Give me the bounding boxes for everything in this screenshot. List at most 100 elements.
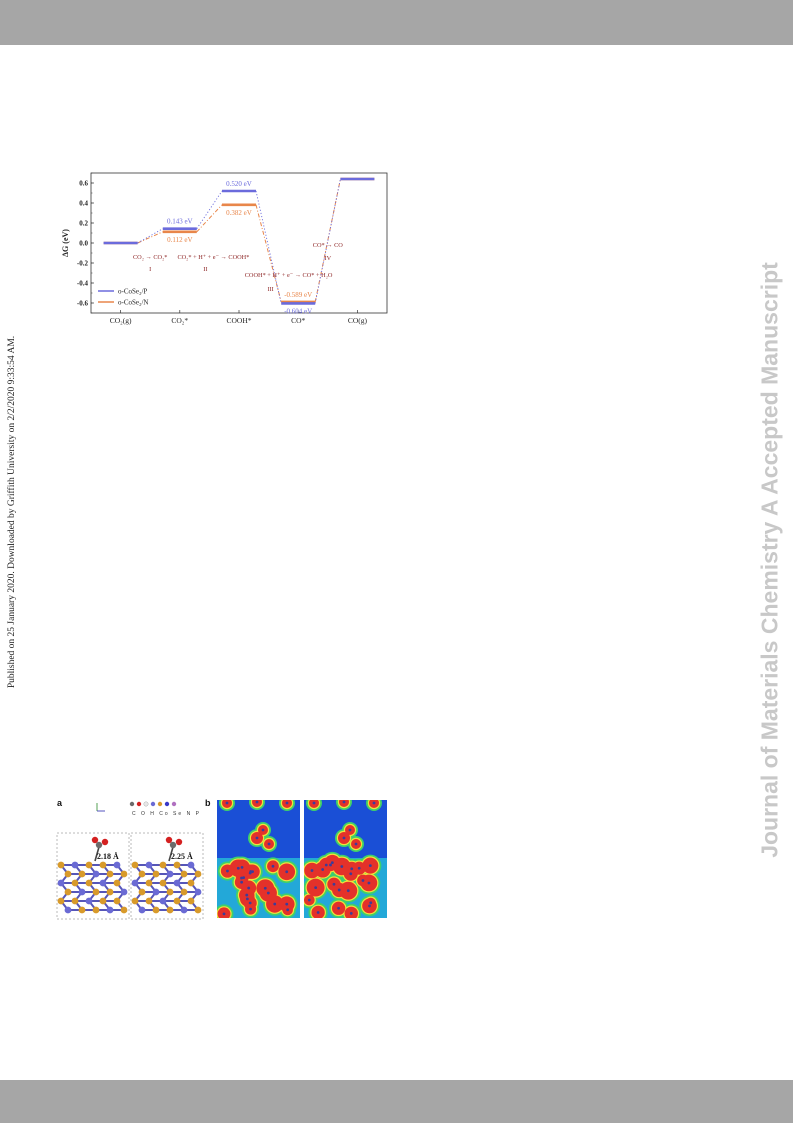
- chart-ticks: 0.6 0.4 0.2 0.0 -0.2 -0.4 -0.6 ΔG (eV) CO₂(g) CO₂…: [61, 172, 368, 325]
- x-tick-label: CO₂*: [171, 316, 188, 325]
- x-tick-label: COOH*: [226, 316, 251, 325]
- atom-center: [312, 801, 316, 805]
- panel-a-letter: a: [57, 798, 63, 808]
- bond-length-right: 2.25 Å: [171, 852, 193, 861]
- atom: [92, 870, 100, 878]
- atom-center: [226, 869, 229, 873]
- atom: [187, 879, 195, 887]
- series-connector: [314, 178, 341, 304]
- legend-label: o-CoSe₂/P: [118, 288, 147, 296]
- atom-center: [368, 864, 372, 868]
- atom: [173, 897, 181, 905]
- atom: [106, 888, 114, 896]
- atom: [159, 879, 167, 887]
- published-note: Published on 25 January 2020. Downloaded…: [7, 335, 17, 689]
- atom: [187, 897, 195, 905]
- atom-center: [261, 828, 265, 832]
- y-tick-label: 0.2: [79, 220, 88, 228]
- step-1-number: I: [149, 266, 151, 273]
- chart-labels: 0.143 eV 0.112 eV 0.520 eV 0.382 eV -0.589 e…: [133, 180, 343, 315]
- density-peak: [339, 800, 349, 807]
- atom: [194, 870, 202, 878]
- atom: [131, 879, 139, 887]
- footer-band: [0, 1080, 793, 1123]
- y-tick-label: -0.2: [77, 260, 89, 268]
- slab-structure-right: [130, 832, 204, 920]
- atom: [131, 897, 139, 905]
- atom-center: [367, 881, 371, 885]
- legend-label: o-CoSe₂/N: [118, 299, 148, 307]
- atom-center: [348, 828, 352, 832]
- atomic-structures: [56, 801, 204, 920]
- atom-center: [285, 801, 289, 805]
- atom: [166, 906, 174, 914]
- atom-center: [271, 864, 275, 868]
- bond-length-left: 2.18 Å: [97, 852, 119, 861]
- atom-center: [285, 902, 289, 906]
- atom: [113, 897, 121, 905]
- free-energy-chart: 0.6 0.4 0.2 0.0 -0.2 -0.4 -0.6 ΔG (eV) CO₂(g) CO₂…: [61, 172, 388, 325]
- atom: [78, 870, 86, 878]
- atom-center: [349, 912, 353, 915]
- atom-center: [369, 901, 373, 905]
- atom-center: [316, 911, 320, 914]
- atom-center: [368, 904, 371, 908]
- atom: [159, 897, 167, 905]
- atom-center: [286, 908, 290, 912]
- x-tick-label: CO₂(g): [110, 316, 132, 325]
- charge-density-map-right: [304, 800, 387, 918]
- charge-density-map-left: [217, 800, 300, 918]
- atom-center: [273, 902, 277, 906]
- atom-center: [245, 897, 249, 901]
- atom: [92, 888, 100, 896]
- series-connector: [196, 190, 223, 229]
- oxygen-atom: [165, 836, 173, 844]
- atom: [166, 870, 174, 878]
- chart-connectors: [137, 178, 341, 304]
- atom-center: [329, 863, 332, 867]
- value-label-p-co: -0.604 eV: [284, 307, 312, 315]
- atom-center: [255, 800, 259, 804]
- adsorbate-bond: [168, 846, 174, 862]
- carbon-atom: [169, 841, 177, 849]
- atom-center: [236, 866, 240, 870]
- atom-center: [245, 893, 249, 897]
- atom: [85, 897, 93, 905]
- element-key: C O H Co Se N P: [132, 811, 201, 817]
- atom-center: [248, 901, 252, 905]
- atom: [106, 870, 114, 878]
- atom: [85, 861, 93, 869]
- step-1-equation: CO₂ → CO₂*: [133, 254, 167, 261]
- atom: [99, 879, 107, 887]
- atom: [92, 906, 100, 914]
- x-tick-label: CO(g): [348, 316, 368, 325]
- atom: [57, 879, 65, 887]
- panel-b-letter: b: [205, 798, 211, 808]
- atom-center: [251, 870, 254, 874]
- atom-center: [321, 868, 325, 871]
- atom: [71, 879, 79, 887]
- atom-center: [332, 882, 336, 886]
- atom-center: [342, 800, 346, 804]
- cell-boundary: [130, 832, 204, 920]
- structure-figure: a b C O H Co Se N P 2.18 Å 2.25 Å: [55, 795, 393, 925]
- header-band: [0, 0, 793, 45]
- cell-boundary: [56, 832, 130, 920]
- atom: [173, 861, 181, 869]
- atom-center: [248, 871, 252, 875]
- atom: [194, 888, 202, 896]
- atom-center: [240, 880, 244, 884]
- step-4-number: IV: [324, 255, 331, 262]
- y-tick-label: 0.4: [79, 200, 88, 208]
- atom-center: [361, 879, 365, 882]
- atom-center: [267, 842, 271, 846]
- atom: [166, 888, 174, 896]
- atom-center: [324, 863, 328, 867]
- atom: [64, 870, 72, 878]
- oxygen-atom: [101, 838, 109, 846]
- atom-center: [255, 836, 259, 840]
- atom: [120, 906, 128, 914]
- atom: [180, 906, 188, 914]
- atom-center: [314, 886, 318, 889]
- oxygen-atom: [175, 838, 183, 846]
